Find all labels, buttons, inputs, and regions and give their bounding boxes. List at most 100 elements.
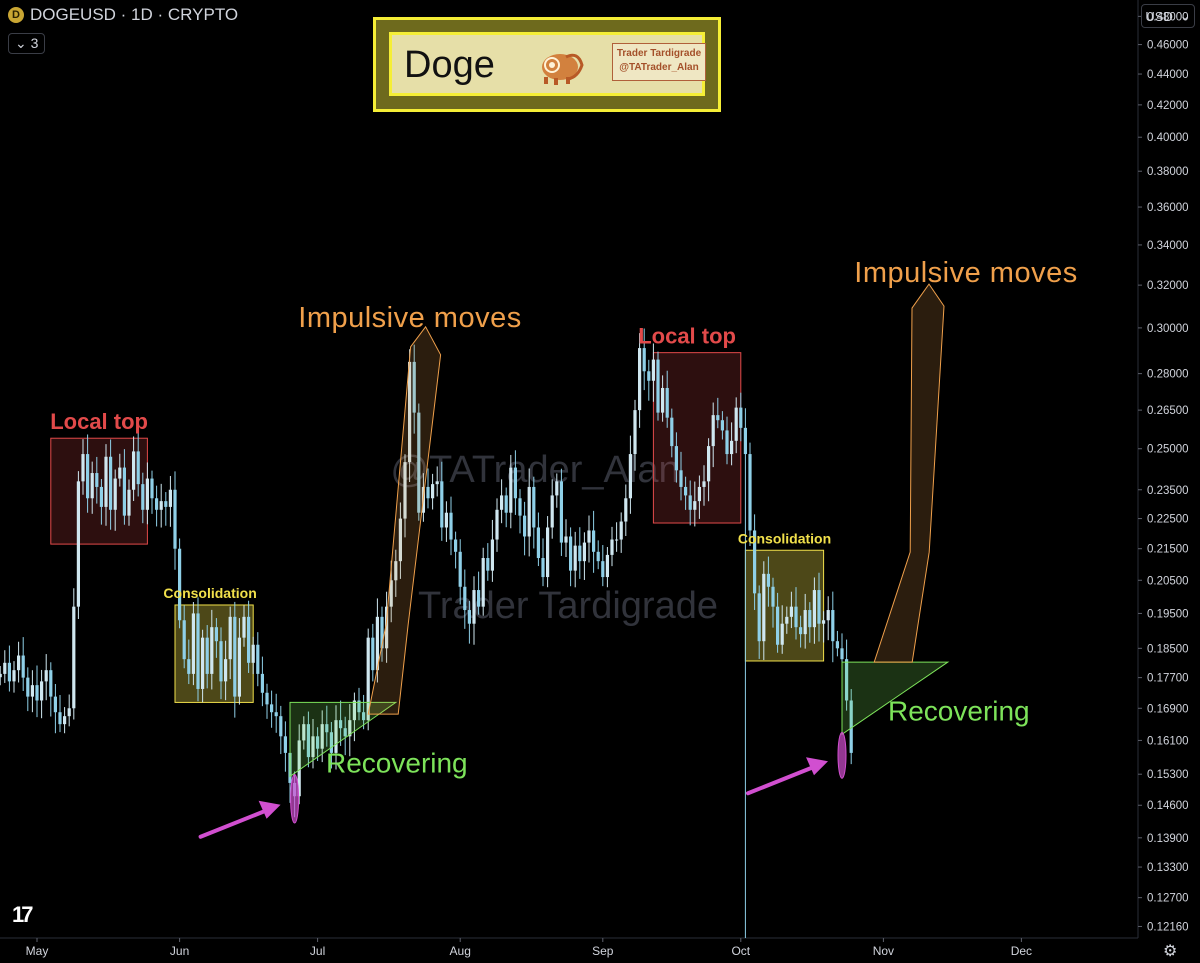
price-tick-label: 0.12160 xyxy=(1147,921,1189,933)
candle-body xyxy=(665,387,669,418)
candle-body xyxy=(458,551,462,587)
candle-body xyxy=(656,359,660,413)
candle-body xyxy=(605,554,609,578)
candle-body xyxy=(730,440,734,455)
candle-body xyxy=(0,673,2,678)
candle-body xyxy=(260,673,264,693)
local-top-box xyxy=(50,437,148,545)
candle-body xyxy=(679,470,683,487)
candle-body xyxy=(835,641,839,649)
symbol-header[interactable]: D DOGEUSD · 1D · CRYPTO xyxy=(8,5,238,25)
candle-body xyxy=(132,451,136,490)
price-tick-label: 0.30000 xyxy=(1147,323,1189,335)
candle-body xyxy=(725,430,729,455)
time-tick-label: Aug xyxy=(450,944,471,958)
price-tick-label: 0.25000 xyxy=(1147,444,1189,456)
price-tick-label: 0.34000 xyxy=(1147,240,1189,252)
candle-body xyxy=(481,558,485,607)
indicators-toggle[interactable]: ⌄ 3 xyxy=(8,33,46,54)
candle-body xyxy=(642,348,646,372)
candle-body xyxy=(63,716,67,725)
candle-body xyxy=(776,606,780,645)
settings-gear-icon[interactable]: ⚙ xyxy=(1163,943,1178,960)
candle-body xyxy=(638,348,642,411)
candle-body xyxy=(536,527,540,559)
candle-body xyxy=(601,561,605,578)
candle-body xyxy=(311,736,315,758)
pointer-arrow-shaft xyxy=(198,806,273,839)
candle-body xyxy=(178,548,182,621)
candle-body xyxy=(35,685,39,701)
candle-body xyxy=(187,659,191,674)
price-tick-label: 0.17700 xyxy=(1147,673,1189,685)
candle-body xyxy=(780,623,784,645)
candle-body xyxy=(799,627,803,635)
candle-body xyxy=(168,489,172,507)
candle-body xyxy=(707,446,711,482)
candle-body xyxy=(651,359,655,381)
candle-body xyxy=(81,454,85,482)
candle-body xyxy=(513,467,517,499)
candle-body xyxy=(812,590,816,628)
candle-body xyxy=(674,446,678,471)
candle-body xyxy=(237,637,241,697)
candle-body xyxy=(408,361,412,463)
wick-highlight-ellipse xyxy=(290,774,300,824)
candle-body xyxy=(808,610,812,628)
candle-body xyxy=(716,415,720,421)
candle-body xyxy=(771,586,775,607)
candle-body xyxy=(366,637,370,721)
candle-body xyxy=(753,530,757,594)
candle-body xyxy=(555,481,559,496)
candle-body xyxy=(785,616,789,624)
price-tick-label: 0.16900 xyxy=(1147,703,1189,715)
price-tick-label: 0.32000 xyxy=(1147,280,1189,292)
candle-body xyxy=(766,573,770,587)
candle-body xyxy=(463,586,467,611)
candle-body xyxy=(247,616,251,663)
price-tick-label: 0.48000 xyxy=(1147,11,1189,23)
indicator-count: 3 xyxy=(30,35,39,51)
candle-body xyxy=(113,478,117,510)
candle-body xyxy=(670,417,674,447)
candle-body xyxy=(30,685,34,697)
candle-body xyxy=(251,644,255,663)
candle-body xyxy=(426,486,430,499)
candle-body xyxy=(3,662,7,674)
candle-body xyxy=(500,495,504,510)
candle-body xyxy=(72,606,76,709)
candle-body xyxy=(127,489,131,516)
candle-body xyxy=(647,371,651,381)
chevron-down-icon: ⌄ xyxy=(1179,8,1191,23)
candle-body xyxy=(431,484,435,499)
candle-body xyxy=(688,495,692,510)
candle-body xyxy=(67,708,71,717)
candle-body xyxy=(518,498,522,516)
candle-body xyxy=(546,527,550,578)
price-tick-label: 0.28000 xyxy=(1147,369,1189,381)
candle-body xyxy=(840,648,844,660)
candle-body xyxy=(495,509,499,540)
time-tick-label: Jul xyxy=(310,944,325,958)
tardigrade-icon xyxy=(542,53,584,85)
candle-body xyxy=(394,561,398,581)
candle-body xyxy=(467,610,471,624)
pointer-arrow-head xyxy=(806,757,828,776)
price-tick-label: 0.44000 xyxy=(1147,69,1189,81)
candle-body xyxy=(99,486,103,507)
candle-body xyxy=(449,512,453,540)
candle-body xyxy=(17,655,21,671)
symbol-label: DOGEUSD · 1D · CRYPTO xyxy=(30,5,239,24)
candle-body xyxy=(118,467,122,479)
consolidation-label: Consolidation xyxy=(738,530,831,546)
candle-body xyxy=(403,462,407,519)
price-tick-label: 0.42000 xyxy=(1147,100,1189,112)
candle-body xyxy=(145,478,149,510)
time-tick-label: Oct xyxy=(731,944,750,958)
consolidation-label: Consolidation xyxy=(163,585,256,601)
currency-selector[interactable]: USD ⌄ xyxy=(1141,4,1195,28)
impulsive-moves-label: Impulsive moves xyxy=(854,257,1077,289)
candle-body xyxy=(550,495,554,528)
candle-body xyxy=(371,637,375,671)
